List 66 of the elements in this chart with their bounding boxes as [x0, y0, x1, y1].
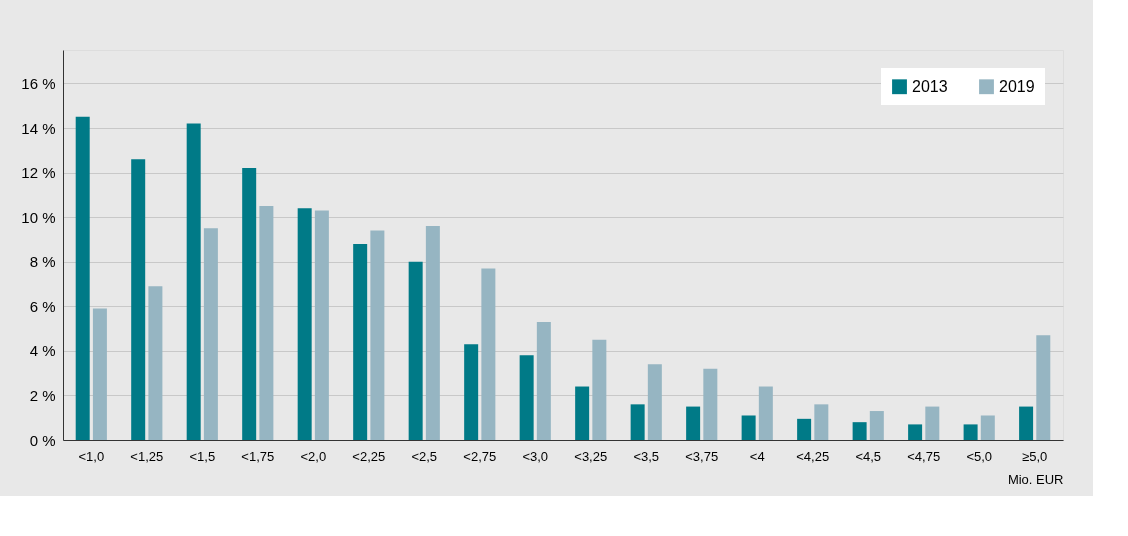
y-tick-label: 4 %: [29, 342, 56, 360]
y-tick-label: 14 %: [21, 119, 56, 137]
x-tick-label: <4: [749, 448, 765, 464]
x-tick-label: <3,0: [522, 448, 549, 464]
x-tick-label: <4,5: [855, 448, 882, 464]
legend-label: 2019: [999, 77, 1035, 95]
bar: [741, 415, 756, 440]
x-tick-label: ≥5,0: [1022, 448, 1048, 464]
bar: [630, 404, 645, 440]
bar: [575, 386, 590, 440]
bar: [186, 123, 201, 440]
bar: [353, 243, 368, 440]
y-tick-label: 12 %: [21, 164, 56, 182]
bar: [980, 415, 995, 440]
bar: [408, 261, 423, 440]
bar: [814, 404, 829, 440]
bar: [1019, 406, 1034, 440]
bar: [758, 386, 773, 440]
x-tick-label: <1,25: [130, 448, 164, 464]
bar: [647, 364, 662, 440]
x-tick-label: <3,5: [633, 448, 660, 464]
bar: [242, 168, 257, 440]
bar: [908, 424, 923, 440]
x-tick-label: <1,0: [78, 448, 105, 464]
bar: [852, 422, 867, 440]
bar: [203, 228, 218, 440]
x-tick-label: <5,0: [966, 448, 993, 464]
x-tick-label: <3,25: [574, 448, 608, 464]
bar: [370, 230, 385, 440]
bar: [75, 116, 90, 440]
bar: [148, 286, 163, 440]
bar: [963, 424, 978, 440]
bar: [481, 268, 496, 440]
y-tick-label: 6 %: [29, 297, 56, 315]
y-tick-label: 8 %: [29, 253, 56, 271]
bar: [92, 308, 107, 440]
bar: [464, 344, 479, 440]
y-tick-label: 0 %: [29, 431, 56, 449]
x-tick-label: <2,25: [352, 448, 386, 464]
y-tick-label: 2 %: [29, 386, 56, 404]
x-tick-label: <4,75: [907, 448, 941, 464]
bar: [259, 206, 274, 440]
bar: [297, 208, 312, 440]
y-tick-label: 16 %: [21, 74, 56, 92]
x-tick-label: <2,0: [300, 448, 327, 464]
x-tick-label: <2,75: [463, 448, 497, 464]
x-tick-label: <3,75: [685, 448, 719, 464]
bar: [131, 159, 146, 440]
x-tick-label: <4,25: [796, 448, 830, 464]
bar: [1036, 335, 1051, 440]
x-axis-title: Mio. EUR: [1007, 471, 1064, 487]
bar: [425, 226, 440, 440]
x-tick-label: <2,5: [411, 448, 438, 464]
y-tick-label: 10 %: [21, 208, 56, 226]
bar: [536, 321, 551, 440]
x-tick-label: <1,75: [241, 448, 275, 464]
bar: [592, 339, 607, 440]
legend-label: 2013: [912, 77, 948, 95]
bar: [925, 406, 940, 440]
bar: [686, 406, 701, 440]
bar: [703, 368, 718, 440]
x-tick-label: <1,5: [189, 448, 216, 464]
bar: [869, 411, 884, 440]
bar: [314, 210, 329, 440]
bar: [797, 418, 812, 440]
bar: [519, 355, 534, 440]
